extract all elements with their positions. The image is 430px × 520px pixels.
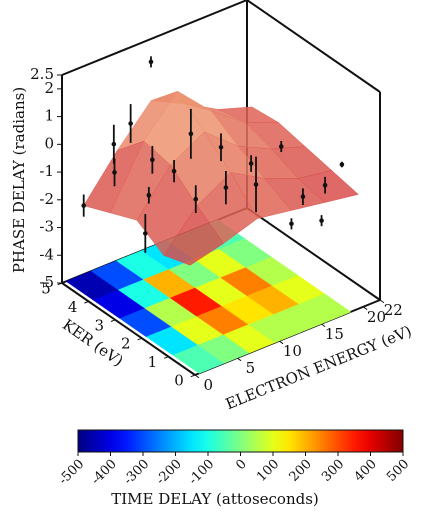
surface-cell — [163, 205, 225, 266]
y-tick — [57, 282, 63, 286]
x-tick — [379, 299, 385, 304]
data-point — [248, 161, 254, 166]
box-edge — [246, 207, 381, 301]
z-tick-label: 0 — [44, 134, 54, 152]
colorbar — [77, 429, 404, 453]
x-tick — [236, 357, 242, 362]
data-point — [188, 131, 194, 137]
y-tick — [84, 300, 89, 304]
y-tick-label: 1 — [148, 353, 158, 371]
y-tick — [110, 319, 116, 322]
data-point — [111, 141, 117, 147]
z-axis-label: PHASE DELAY (radians) — [10, 87, 28, 273]
data-point — [171, 168, 177, 174]
data-point — [146, 192, 152, 198]
colorbar-tick-label: -300 — [121, 457, 152, 488]
box-edge — [61, 282, 196, 376]
data-point — [253, 182, 259, 187]
x-tick-label: 22 — [384, 301, 403, 319]
z-tick-label: 2 — [44, 79, 54, 97]
x-tick-label: 20 — [367, 308, 386, 326]
z-tick-label: -1 — [39, 162, 54, 180]
y-tick-label: 4 — [68, 298, 78, 316]
z-tick-label: 1 — [44, 107, 54, 125]
data-point — [143, 231, 148, 236]
y-tick-label: 2 — [121, 335, 131, 353]
z-tick-label: -3 — [39, 218, 54, 236]
colorbar-tick-label: 500 — [384, 457, 412, 485]
y-tick — [137, 337, 142, 341]
y-tick-label: 0 — [174, 371, 184, 389]
x-tick-label: 0 — [204, 376, 214, 394]
y-tick-label: 3 — [94, 316, 104, 334]
data-point — [193, 196, 199, 202]
x-tick — [320, 323, 326, 328]
z-tick-label: -4 — [39, 245, 54, 263]
data-point — [148, 59, 154, 65]
data-point — [289, 221, 294, 227]
y-tick — [190, 374, 196, 378]
z-tick-label: 2.5 — [30, 65, 54, 83]
colorbar-tick-label: 0 — [233, 457, 249, 473]
colorbar-tick-label: -500 — [56, 457, 87, 488]
data-point — [278, 144, 284, 149]
colorbar-tick-label: -100 — [186, 457, 217, 488]
data-point — [300, 194, 306, 199]
colorbar-label: TIME DELAY (attoseconds) — [111, 490, 319, 508]
x-tick-label: 10 — [283, 342, 302, 360]
colorbar-tick-label: -200 — [154, 457, 185, 488]
data-point — [319, 218, 324, 223]
z-tick-label: -2 — [39, 190, 54, 208]
data-point — [128, 121, 133, 126]
y-tick-label: 5 — [41, 279, 51, 297]
x-tick-label: 5 — [246, 359, 256, 377]
x-tick — [194, 374, 200, 379]
data-point — [112, 170, 117, 175]
data-point — [223, 185, 229, 190]
x-tick-label: 15 — [325, 325, 344, 343]
data-point — [150, 157, 155, 163]
colorbar-tick-label: 300 — [319, 457, 347, 485]
y-axis-label: KER (eV) — [59, 315, 126, 370]
box-edge — [61, 0, 248, 76]
data-point — [322, 182, 328, 188]
z-tick-label: -5 — [39, 273, 54, 291]
colorbar-tick-label: -400 — [89, 457, 120, 488]
data-point — [81, 203, 87, 208]
colorbar-tick-label: 400 — [352, 457, 380, 485]
data-point — [339, 162, 345, 167]
colorbar-tick-label: 200 — [287, 457, 315, 485]
x-tick — [362, 306, 368, 310]
colorbar-tick-label: 100 — [254, 457, 282, 485]
data-point — [218, 144, 224, 150]
y-tick — [164, 356, 169, 359]
box-edge — [246, 0, 381, 93]
x-tick — [278, 340, 284, 345]
